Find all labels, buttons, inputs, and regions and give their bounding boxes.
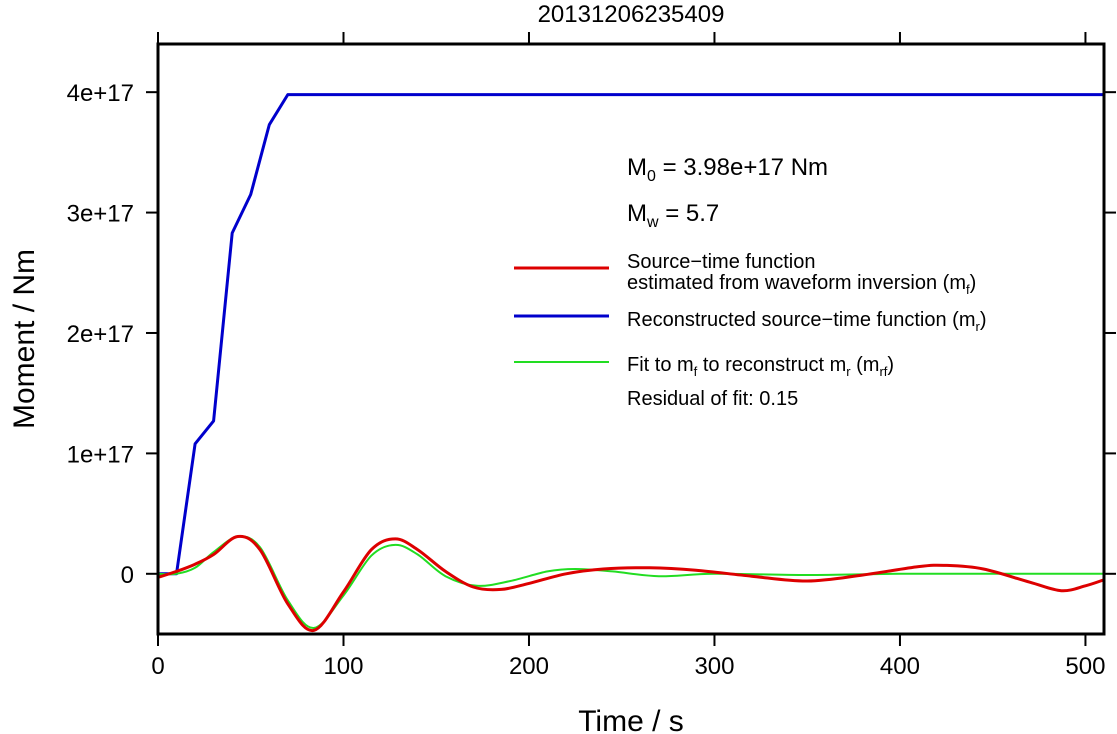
y-tick-label: 3e+17 [67, 201, 134, 228]
series-layer [157, 93, 1105, 632]
x-tick-label: 500 [1065, 653, 1105, 680]
m0-subscript: 0 [647, 168, 656, 185]
x-tick-label: 400 [880, 653, 920, 680]
legend-green-part2: to reconstruct m [697, 354, 846, 376]
x-tick-label: 100 [323, 653, 363, 680]
y-tick-label: 0 [121, 562, 134, 589]
x-tick-label: 200 [509, 653, 549, 680]
mw-value: = 5.7 [659, 200, 720, 227]
series-line-red [157, 534, 1105, 632]
m0-value: = 3.98e+17 Nm [656, 154, 828, 181]
x-axis-title: Time / s [578, 705, 684, 734]
legend-red-line2: estimated from waveform inversion (m [627, 272, 966, 294]
legend: Source−time function estimated from wave… [514, 251, 987, 410]
svg-text:Mw = 5.7: Mw = 5.7 [627, 200, 719, 231]
legend-green-sub1: f [694, 364, 698, 379]
mw-subscript: w [646, 214, 659, 231]
svg-text:M0 = 3.98e+17 Nm: M0 = 3.98e+17 Nm [627, 154, 828, 185]
legend-green-sub3: r [846, 364, 851, 379]
chart-title: 20131206235409 [538, 1, 725, 28]
legend-blue-sub: r [976, 319, 981, 334]
legend-blue-text: Reconstructed source−time function (m [627, 309, 976, 331]
residual-text: Residual of fit: 0.15 [627, 388, 798, 410]
legend-red-sub: f [966, 282, 970, 297]
x-tick-label: 0 [151, 653, 164, 680]
y-tick-label: 1e+17 [67, 441, 134, 468]
legend-green-part0: Fit to m [627, 354, 694, 376]
legend-blue-group: Reconstructed source−time function (mr) [627, 309, 987, 334]
y-tick-label: 2e+17 [67, 321, 134, 348]
annotation-mw: Mw = 5.7 [627, 200, 719, 231]
x-tick-label: 300 [694, 653, 734, 680]
plot-frame [156, 42, 1106, 636]
legend-red-line2-group: estimated from waveform inversion (mf) [627, 272, 976, 297]
legend-green-sub5: rf [879, 364, 887, 379]
legend-green-part6: ) [887, 354, 894, 376]
y-axis-title: Moment / Nm [8, 249, 41, 429]
mw-symbol: M [627, 200, 647, 227]
annotation-m0: M0 = 3.98e+17 Nm [627, 154, 828, 185]
legend-green-group: Fit to mf to reconstruct mr (mrf) [627, 354, 894, 379]
series-line-green [157, 535, 1104, 629]
legend-red-suffix: ) [970, 272, 977, 294]
legend-blue-suffix: ) [980, 309, 987, 331]
series-line-blue [158, 93, 1104, 576]
legend-green-part4: (m [851, 354, 880, 376]
ticks-layer: 0 100 200 300 400 500 0 1e+17 2e+17 3e+17 4e+17 [67, 32, 1116, 680]
y-tick-label: 4e+17 [67, 80, 134, 107]
m0-symbol: M [627, 154, 647, 181]
legend-red-line1: Source−time function [627, 251, 815, 273]
